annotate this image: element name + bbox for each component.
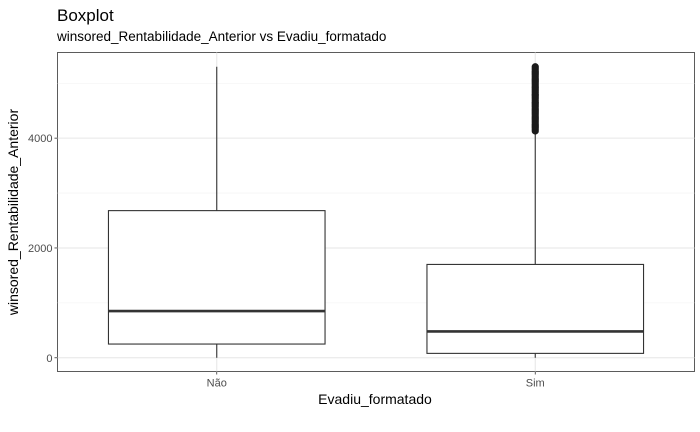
iqr-box — [426, 263, 645, 354]
box-sim — [426, 63, 645, 358]
tick-labels: 0 2000 4000 Não Sim — [28, 133, 545, 389]
x-tick-label: Sim — [526, 378, 545, 390]
outlier-point — [531, 63, 539, 71]
y-tick-label: 4000 — [28, 133, 52, 145]
y-axis-title: winsored_Rentabilidade_Anterior — [5, 109, 21, 317]
y-tick-label: 0 — [46, 353, 52, 365]
x-axis-title: Evadiu_formatado — [318, 391, 432, 407]
x-tick-label: Não — [207, 378, 227, 390]
y-tick-label: 2000 — [28, 243, 52, 255]
chart-title: Boxplot — [57, 6, 114, 25]
boxes — [107, 63, 645, 358]
iqr-box — [107, 210, 326, 345]
box-nao — [107, 66, 326, 358]
chart-subtitle: winsored_Rentabilidade_Anterior vs Evadi… — [56, 29, 386, 44]
